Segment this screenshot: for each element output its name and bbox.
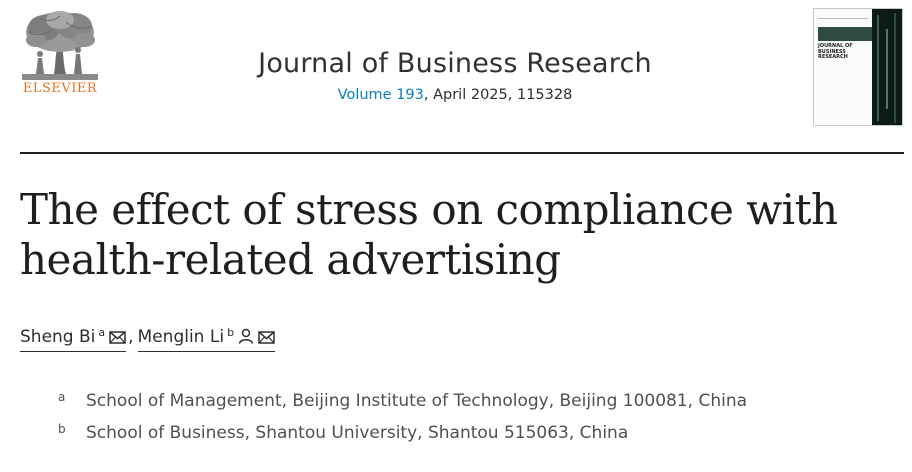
affiliation-item: a School of Management, Beijing Institut…	[58, 388, 747, 420]
affiliation-label: a	[58, 390, 66, 404]
journal-cover-image[interactable]: JOURNAL OF BUSINESS RESEARCH	[813, 8, 903, 126]
affiliation-text: School of Management, Beijing Institute …	[86, 391, 748, 411]
affiliation-label: b	[58, 422, 66, 436]
mail-icon	[109, 329, 126, 349]
affiliation-marker: b	[227, 326, 235, 339]
person-icon	[238, 328, 254, 349]
header-divider	[20, 152, 904, 154]
affiliation-item: b School of Business, Shantou University…	[58, 420, 747, 452]
author-list: Sheng Bi a , Menglin Li b	[20, 326, 276, 352]
author-name: Menglin Li	[137, 327, 225, 347]
affiliation-marker: a	[98, 326, 106, 339]
issue-details: , April 2025, 115328	[423, 87, 573, 103]
publisher-name: ELSEVIER	[22, 81, 98, 96]
author-link-menglin-li[interactable]: Menglin Li b	[137, 326, 276, 352]
issue-info: Volume 193, April 2025, 115328	[120, 87, 790, 103]
author-separator: ,	[128, 327, 134, 347]
affiliation-list: a School of Management, Beijing Institut…	[58, 388, 747, 452]
elsevier-tree-logo-icon	[22, 11, 98, 80]
article-title-line1: The effect of stress on compliance with	[20, 185, 838, 234]
journal-title-link[interactable]: Journal of Business Research	[258, 48, 652, 79]
affiliation-text: School of Business, Shantou University, …	[86, 423, 629, 443]
article-title: The effect of stress on compliance with …	[20, 185, 900, 285]
cover-title: JOURNAL OF BUSINESS RESEARCH	[818, 43, 853, 60]
author-name: Sheng Bi	[20, 327, 96, 347]
article-title-line2: health-related advertising	[20, 235, 561, 284]
journal-header: Journal of Business Research Volume 193,…	[120, 48, 790, 103]
volume-link[interactable]: Volume 193	[337, 87, 424, 103]
mail-icon	[258, 329, 275, 349]
elsevier-logo[interactable]	[18, 8, 102, 100]
author-link-sheng-bi[interactable]: Sheng Bi a	[20, 326, 127, 352]
